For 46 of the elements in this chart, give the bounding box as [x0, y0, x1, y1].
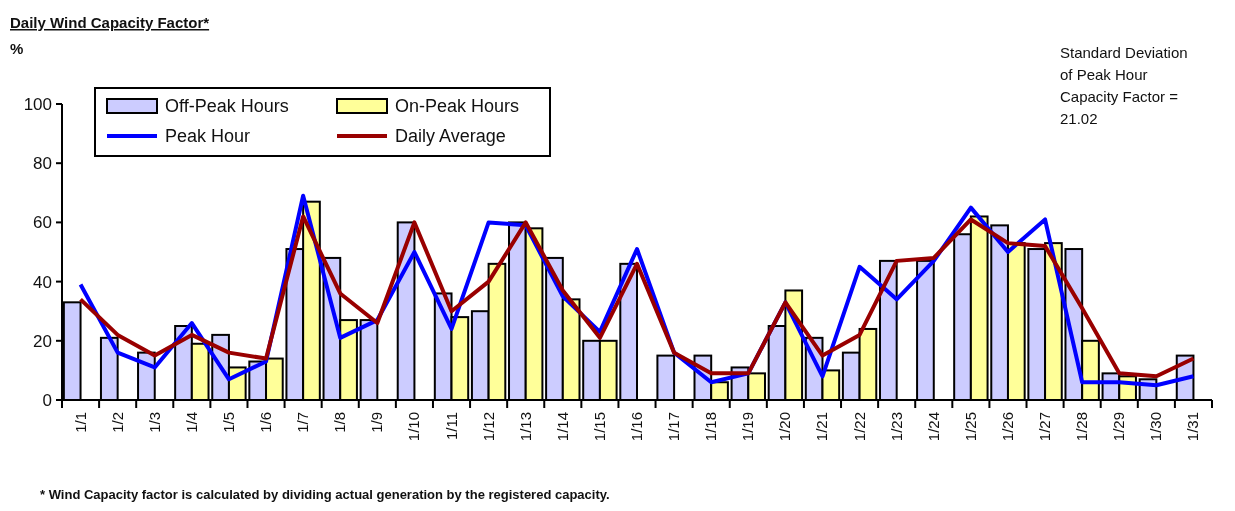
legend-label: Off-Peak Hours — [165, 96, 289, 117]
x-tick-label: 1/31 — [1184, 412, 1202, 442]
y-tick-label: 40 — [33, 272, 52, 292]
x-tick-label: 1/2 — [108, 412, 126, 433]
legend-label: On-Peak Hours — [395, 96, 520, 117]
x-tick-label: 1/10 — [405, 412, 423, 442]
legend-label: Daily Average — [395, 126, 506, 147]
x-tick-label: 1/18 — [702, 412, 720, 442]
x-tick-label: 1/20 — [776, 412, 794, 442]
x-tick-label: 1/21 — [813, 412, 831, 442]
x-tick-label: 1/25 — [961, 412, 979, 442]
x-tick-label: 1/8 — [331, 412, 349, 433]
x-tick-label: 1/12 — [479, 412, 497, 442]
line-series — [78, 214, 1196, 379]
x-tick-label: 1/26 — [998, 412, 1016, 442]
x-tick-label: 1/23 — [887, 412, 905, 442]
y-tick-label: 0 — [42, 390, 52, 410]
x-tick-label: 1/19 — [739, 412, 757, 442]
y-tick-label: 100 — [23, 94, 52, 114]
chart-title: Daily Wind Capacity Factor* — [10, 14, 210, 31]
x-tick-label: 1/14 — [553, 412, 571, 442]
x-tick-label: 1/7 — [294, 412, 312, 433]
x-tick-label: 1/13 — [516, 412, 534, 442]
x-tick-label: 1/11 — [442, 412, 460, 441]
y-axis-title: % — [10, 40, 24, 57]
x-tick-label: 1/5 — [219, 412, 237, 433]
x-tick-label: 1/1 — [71, 412, 89, 433]
x-tick-label: 1/3 — [145, 412, 163, 433]
annotation: Standard Deviation of Peak Hour Capacity Factor = 21.02 — [1060, 44, 1188, 127]
x-tick-label: 1/16 — [628, 412, 645, 442]
legend-label: Peak Hour — [165, 126, 251, 147]
x-tick-label: 1/28 — [1073, 412, 1091, 442]
y-tick-label: 20 — [33, 331, 52, 351]
x-tick-label: 1/29 — [1110, 412, 1128, 442]
x-tick-label: 1/6 — [257, 412, 275, 433]
x-tick-label: 1/15 — [590, 412, 608, 442]
text: * Wind Capacity factor is calculated by dividing actual generation by the registered capacity. — [40, 487, 610, 502]
x-tick-label: 1/4 — [182, 412, 200, 433]
x-tick-label: 1/17 — [665, 412, 683, 442]
y-tick-label: 80 — [33, 154, 52, 174]
x-tick-label: 1/9 — [368, 412, 386, 433]
y-tick-label: 60 — [33, 213, 52, 233]
x-tick-label: 1/22 — [850, 412, 868, 442]
x-tick-label: 1/30 — [1147, 412, 1165, 442]
x-tick-label: 1/24 — [924, 412, 942, 442]
x-tick-label: 1/27 — [1036, 412, 1054, 442]
